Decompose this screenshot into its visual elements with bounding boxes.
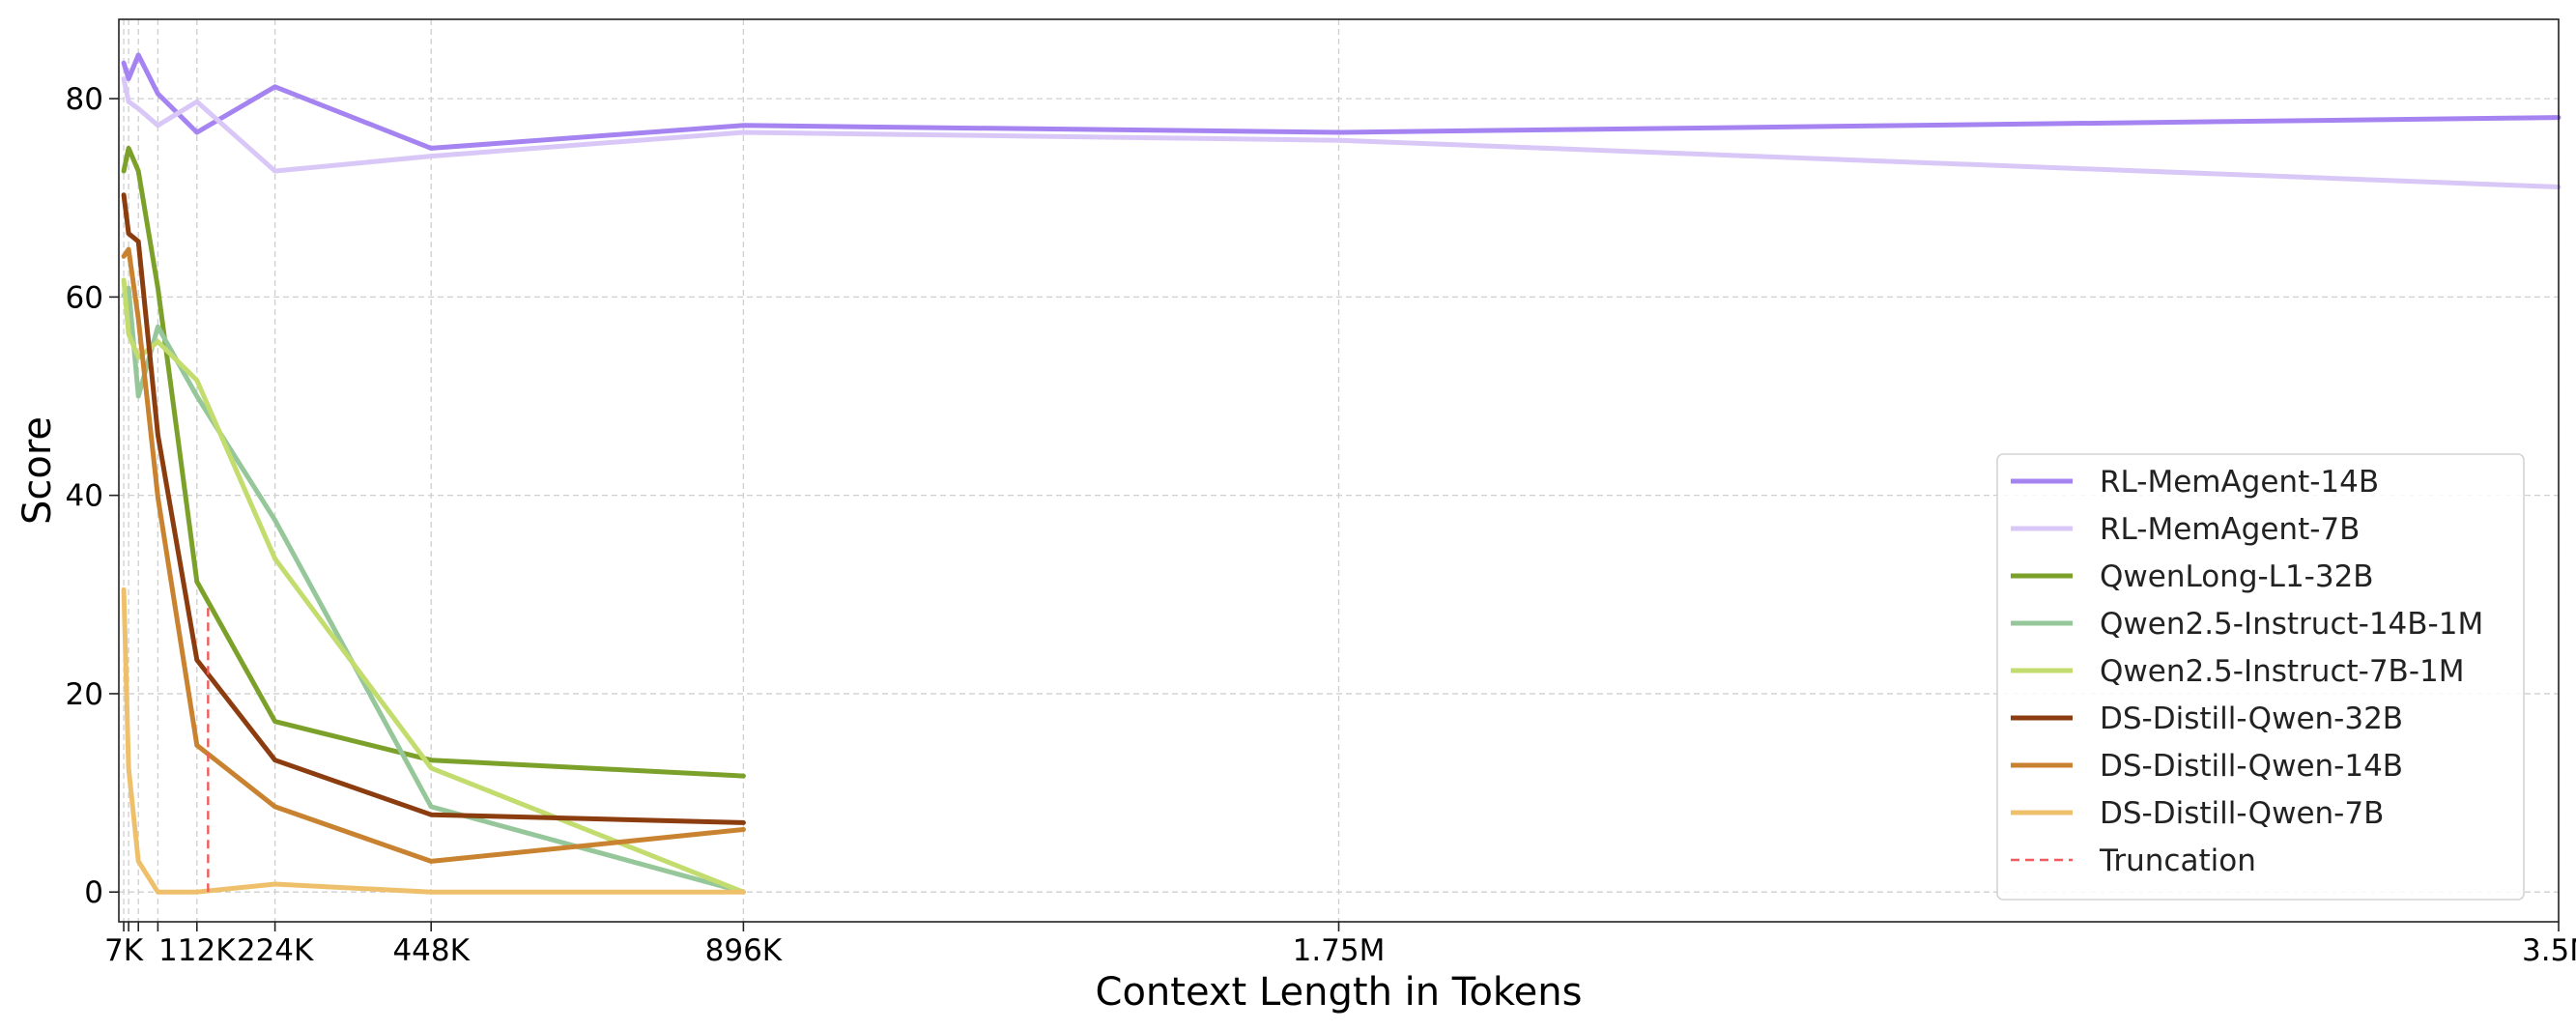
series-line-2 (121, 76, 2562, 189)
legend-label: QwenLong-L1-32B (2100, 559, 2374, 594)
y-tick-label: 40 (66, 479, 103, 514)
series-line-1 (121, 52, 2562, 151)
y-tick-label: 80 (66, 82, 103, 117)
y-tick-label: 60 (66, 280, 103, 315)
x-tick-label: 3.5M (2522, 933, 2576, 968)
series-lines (121, 52, 2562, 895)
y-axis-title: Score (15, 416, 60, 525)
series-line-3 (121, 145, 746, 779)
legend-label: DS-Distill-Qwen-32B (2100, 701, 2403, 736)
x-axis-title: Context Length in Tokens (1096, 970, 1583, 1015)
legend-label: DS-Distill-Qwen-14B (2100, 749, 2403, 784)
legend-label: RL-MemAgent-7B (2100, 512, 2360, 547)
x-tick-label: 448K (392, 933, 470, 968)
x-tick-label: 112K (158, 933, 236, 968)
legend-label: RL-MemAgent-14B (2100, 465, 2379, 500)
series-line-8 (121, 587, 746, 895)
x-tick-label: 7K (104, 933, 144, 968)
series-line-6 (121, 192, 746, 825)
series-line-7 (121, 246, 746, 864)
y-tick-label: 0 (84, 875, 103, 910)
legend-label: Qwen2.5-Instruct-14B-1M (2100, 607, 2483, 642)
x-tick-label: 224K (237, 933, 314, 968)
legend-label: Truncation (2099, 844, 2256, 878)
x-tick-label: 1.75M (1293, 933, 1386, 968)
legend-label: DS-Distill-Qwen-7B (2100, 796, 2384, 831)
series-line-5 (121, 277, 746, 895)
legend-label: Qwen2.5-Instruct-7B-1M (2100, 654, 2464, 689)
x-tick-label: 896K (705, 933, 783, 968)
legend-box (1996, 453, 2525, 901)
y-tick-label: 20 (66, 677, 103, 712)
legend: RL-MemAgent-14B RL-MemAgent-7B QwenLong-L1… (1996, 453, 2525, 901)
